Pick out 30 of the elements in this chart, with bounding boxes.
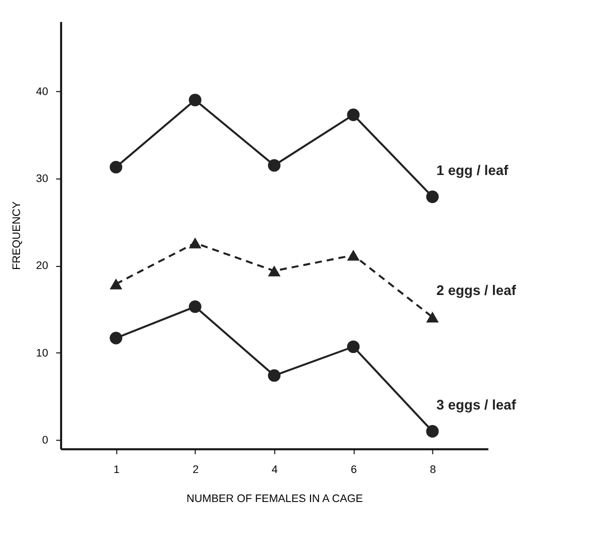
y-tick-label: 0 [42,434,48,447]
point [426,312,439,323]
point [426,425,439,438]
x-tick-label: 8 [430,464,436,476]
point [188,300,202,313]
y-tick-label: 20 [36,260,48,272]
point [347,340,360,354]
point [188,94,202,106]
point [110,278,122,290]
y-tick-label: 40 [36,86,48,98]
point [110,332,122,344]
x-axis-title: NUMBER OF FEMALES IN A CAGE [186,492,363,505]
y-axis-title: FREQUENCY [11,200,24,270]
point [268,159,281,172]
x-tick-label: 4 [272,464,278,476]
x-tick-label: 6 [350,464,357,476]
y-tick-label: 30 [36,172,48,185]
point [426,190,439,204]
point [268,265,281,276]
point [110,160,122,174]
point [347,250,360,261]
point [268,369,281,382]
point [347,108,360,122]
x-tick-label: 1 [113,464,120,476]
point [188,238,202,248]
series-label: 3 eggs / leaf [436,396,516,412]
x-tick-label: 2 [192,464,199,476]
series-label: 1 egg / leaf [436,162,509,178]
series-label: 2 eggs / leaf [436,282,516,298]
y-tick-label: 10 [36,347,48,360]
